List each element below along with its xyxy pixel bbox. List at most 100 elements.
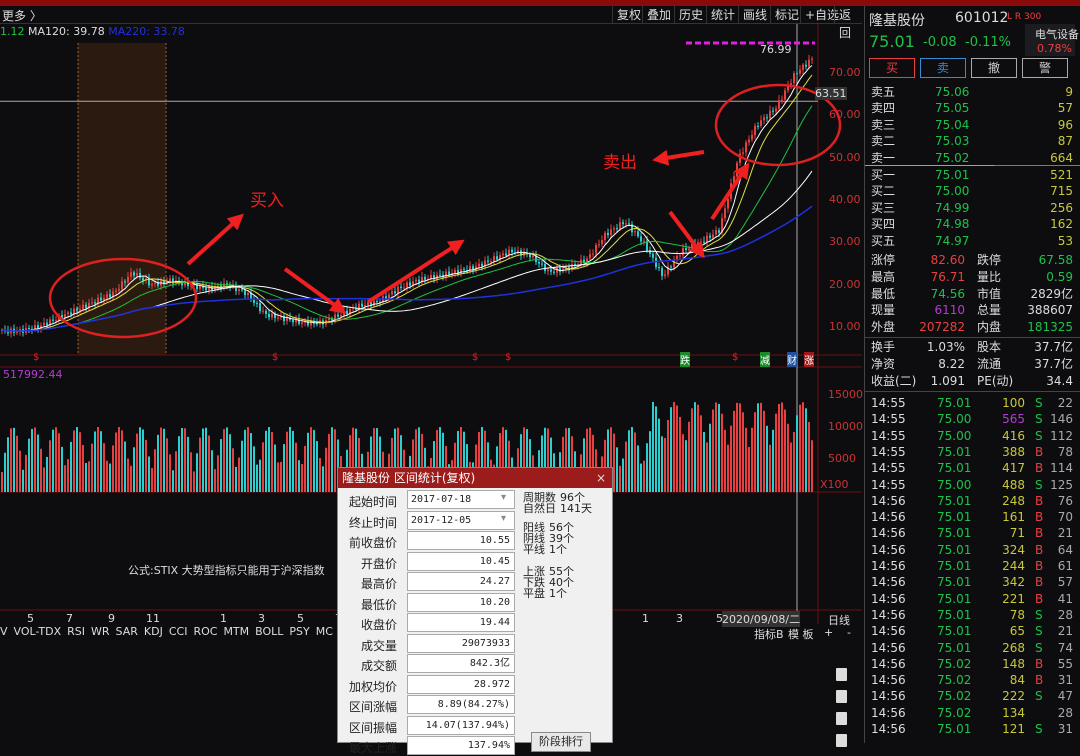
level-price[interactable]: 74.98 xyxy=(935,217,970,232)
field-value[interactable]: 24.27 xyxy=(407,572,515,591)
level-price[interactable]: 75.00 xyxy=(935,184,970,199)
indicator-tab[interactable]: ROC xyxy=(193,625,218,638)
toolbar-button[interactable]: 历史 xyxy=(674,6,707,24)
indicator-tab[interactable]: MTM xyxy=(223,625,250,638)
level-price[interactable]: 74.99 xyxy=(935,200,970,215)
field-value[interactable]: 842.3亿 xyxy=(407,654,515,673)
tick-volume: 148 xyxy=(1002,656,1025,671)
indicator-tab[interactable]: VOL-TDX xyxy=(13,625,62,638)
dividend-marker[interactable]: $ xyxy=(732,352,739,363)
volume-bar xyxy=(718,403,720,492)
dropdown-arrow-icon[interactable]: ▾ xyxy=(501,492,507,503)
dividend-marker[interactable]: $ xyxy=(33,352,40,363)
date-tick: 1 xyxy=(642,612,649,625)
toolbar-button[interactable]: 复权 xyxy=(612,6,645,24)
field-label: 最高价 xyxy=(360,577,397,591)
cancel-button[interactable]: 撤 xyxy=(971,58,1017,78)
sell-button[interactable]: 卖 xyxy=(920,58,966,78)
buy-button[interactable]: 买 xyxy=(869,58,915,78)
toolbar-button[interactable]: 统计 xyxy=(706,6,739,24)
tick-time: 14:56 xyxy=(871,624,906,639)
volume-bar xyxy=(604,439,606,492)
period-selector[interactable]: 日线 xyxy=(828,614,850,627)
field-value[interactable]: 14.07(137.94%) xyxy=(407,715,515,735)
document-icon[interactable] xyxy=(836,668,847,681)
toolbar-button[interactable]: 返回 xyxy=(834,6,862,40)
rank-button[interactable]: 阶段排行 xyxy=(531,732,591,752)
field-value[interactable]: 19.44 xyxy=(407,613,515,632)
field-value[interactable]: 137.94% xyxy=(407,736,515,755)
field-value[interactable]: 8.89(84.27%) xyxy=(407,695,515,714)
field-value[interactable]: 10.45 xyxy=(407,551,515,571)
level-price[interactable]: 75.02 xyxy=(935,150,970,165)
indicator-tab[interactable]: SAR xyxy=(115,625,138,638)
volume-bar xyxy=(625,441,627,492)
volume-bar xyxy=(460,427,462,492)
candle xyxy=(376,300,378,303)
date-select[interactable]: 2017-12-05 xyxy=(407,510,515,530)
rise-marker[interactable]: 涨 xyxy=(804,352,814,367)
date-select[interactable]: 2017-07-18 xyxy=(407,490,515,509)
summary-label: 下跌 xyxy=(523,576,545,589)
document-icon[interactable] xyxy=(836,712,847,725)
level-price[interactable]: 75.05 xyxy=(935,101,970,116)
sector-box[interactable] xyxy=(1025,24,1075,56)
volume-bar xyxy=(202,428,204,492)
fall-marker[interactable]: 跌 xyxy=(680,352,690,367)
indicator-tab[interactable]: PSY xyxy=(289,625,310,638)
field-value[interactable]: 10.55 xyxy=(407,531,515,550)
candle xyxy=(763,117,765,121)
level-label: 买四 xyxy=(871,217,896,232)
candle xyxy=(223,283,225,289)
candle xyxy=(397,286,399,294)
arrow xyxy=(186,213,244,266)
tick-side: B xyxy=(1035,559,1044,573)
field-value[interactable]: 28.972 xyxy=(407,674,515,694)
volume-bar xyxy=(706,442,708,492)
indicator-option[interactable]: 指标B xyxy=(754,628,784,641)
dividend-marker[interactable]: $ xyxy=(505,352,512,363)
volume-bar xyxy=(763,410,765,492)
dividend-marker[interactable]: $ xyxy=(472,352,479,363)
volume-bar xyxy=(10,428,12,492)
document-icon[interactable] xyxy=(836,734,847,747)
dropdown-arrow-icon[interactable]: ▾ xyxy=(501,512,507,524)
more-menu[interactable]: 更多 〉 xyxy=(2,9,42,23)
document-icon[interactable] xyxy=(836,690,847,703)
candle xyxy=(121,281,123,289)
close-icon[interactable]: × xyxy=(595,471,606,485)
indicator-tab[interactable]: KDJ xyxy=(143,625,163,638)
indicator-tab[interactable]: V xyxy=(0,625,8,638)
level-price[interactable]: 75.03 xyxy=(935,134,970,149)
reduce-marker[interactable]: 减 xyxy=(760,352,770,367)
indicator-tab[interactable]: RSI xyxy=(67,625,86,638)
indicator-option[interactable]: 模 板 xyxy=(788,628,814,641)
level-price[interactable]: 75.01 xyxy=(935,168,970,182)
level-price[interactable]: 75.06 xyxy=(935,85,970,99)
indicator-option[interactable]: - xyxy=(847,626,851,639)
candle xyxy=(103,297,105,301)
order-book-row: 买二 75.00 715 xyxy=(869,183,1077,199)
indicator-option[interactable]: + xyxy=(824,626,834,639)
indicator-tab[interactable]: MC xyxy=(315,625,333,638)
indicator-tab[interactable]: WR xyxy=(91,625,110,638)
stat-label: 收益(二) xyxy=(871,374,917,388)
level-price[interactable]: 74.97 xyxy=(935,233,970,248)
summary-value: 55个 xyxy=(549,565,574,578)
toolbar-button[interactable]: 叠加 xyxy=(642,6,675,24)
volume-bar xyxy=(103,443,105,492)
toolbar-button[interactable]: 画线 xyxy=(738,6,771,24)
tick-count: 64 xyxy=(1057,542,1073,557)
level-price[interactable]: 75.04 xyxy=(935,117,970,132)
indicator-tab[interactable]: BOLL xyxy=(255,625,284,638)
field-value[interactable]: 29073933 xyxy=(407,633,515,653)
toolbar-button[interactable]: +自选 xyxy=(800,6,843,24)
level-volume: 256 xyxy=(1050,200,1073,215)
field-value[interactable]: 10.20 xyxy=(407,592,515,612)
indicator-tab[interactable]: CCI xyxy=(168,625,188,638)
candle xyxy=(385,296,387,299)
alert-button[interactable]: 警 xyxy=(1022,58,1068,78)
toolbar-button[interactable]: 标记 xyxy=(770,6,803,24)
finance-marker[interactable]: 财 xyxy=(787,352,797,367)
dividend-marker[interactable]: $ xyxy=(272,352,279,363)
